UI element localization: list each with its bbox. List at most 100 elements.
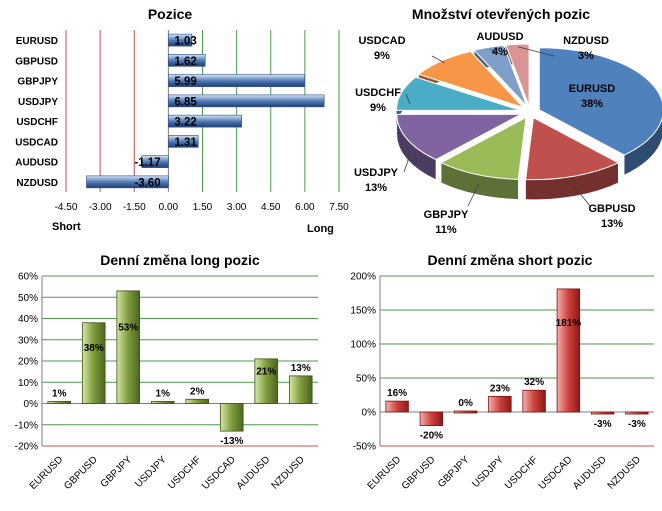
leader-line [517,46,555,57]
category-label: USDJPY [18,97,58,108]
pie-slice [538,47,662,156]
positions-chart-title: Pozice [147,6,193,22]
y-tick-label: 20% [18,357,38,368]
y-tick-label: 30% [18,335,38,346]
data-label: 2% [190,386,205,397]
bar [141,155,169,168]
x-tick-label: EURUSD [28,454,66,492]
bar [385,400,409,413]
data-label: 16% [387,388,407,399]
x-tick-label: -3.00 [89,202,112,213]
open-positions-pie-panel: Množství otevřených pozic EURUSD 38% GBPUS… [340,0,662,240]
x-tick-label: -1.50 [123,202,146,213]
pie-label-value: 3% [578,50,594,62]
x-tick-label: -4.50 [55,202,78,213]
bar [419,411,444,426]
short-change-chart-panel: Denní změna short pozic 200% 150% 100% 50% 0… [332,246,662,506]
value-label: 1.62 [174,56,196,68]
pie-tops [395,43,662,181]
bar [168,74,305,87]
y-tick-label: 100% [350,340,376,351]
leader-line [467,183,480,207]
category-label: USDCHF [16,117,58,128]
y-tick-label: 60% [18,272,38,283]
bar [86,175,169,189]
x-tick-label: AUDUSD [571,454,609,492]
y-tick-label: -50% [353,442,376,453]
positions-chart-svg: EURUSD 1.03 GBPUSD 1.62 GBPJPY 5.99 USDJPY 6.85… [15,30,349,235]
x-tick-label: USDCHF [503,454,540,491]
pie-label-name: GBPJPY [424,209,469,221]
x-tick-label: 4.50 [261,202,281,213]
y-tick-label: -20% [15,442,38,453]
bar [556,288,581,413]
data-label: 0% [458,398,473,409]
data-label: -20% [420,431,443,442]
y-tick-label: 40% [18,314,38,325]
pie-label-name: USDJPY [354,167,399,179]
data-label: 1% [156,388,171,399]
value-label: -1.17 [134,157,160,169]
category-label: USDCAD [15,137,58,148]
short-label: Short [52,221,81,233]
x-tick-label: USDCAD [537,454,575,492]
x-tick-label: GBPJPY [99,454,135,490]
pie-chart-title: Množství otevřených pozic [411,6,591,22]
bar [453,410,478,414]
bar [168,114,242,128]
pie-slice [396,113,522,161]
x-tick-label: USDCHF [166,454,203,491]
leader-line [431,55,445,64]
bar [168,54,206,67]
pie-label-value: 11% [435,224,457,236]
value-label: 1.31 [174,137,197,149]
data-label: 21% [256,366,276,377]
x-tick-label: GBPUSD [400,454,438,492]
x-tick-label: GBPJPY [436,454,472,490]
bar [219,403,244,432]
x-tick-label: EURUSD [366,454,404,492]
x-tick-label: NZDUSD [606,454,643,491]
category-label: AUDUSD [15,158,58,169]
pie-label-name: USDCHF [355,87,401,99]
pie-slice [525,116,620,181]
x-tick-label: 7.50 [329,202,349,213]
x-tick-label: USDCAD [200,454,238,492]
data-label: 53% [118,322,138,333]
pie-label-name: GBPUSD [588,203,635,215]
pie-label-value: 38% [581,98,603,110]
value-label: -3.60 [134,177,160,189]
x-tick-label: GBPUSD [62,454,100,492]
leader-line [573,185,591,207]
pie-label-name: EURUSD [569,83,616,95]
category-label: GBPJPY [17,77,58,88]
y-tick-label: 0% [24,399,39,410]
x-tick-label: USDJPY [133,454,169,490]
bar [168,33,193,47]
bar [47,400,72,404]
pie-slice [440,116,527,180]
y-tick-label: 0% [362,408,377,419]
pie-label-value: 4% [492,46,508,58]
value-label: 6.85 [174,96,197,108]
y-tick-label: 50% [18,293,38,304]
pie-label-value: 9% [370,102,386,114]
data-label: 32% [524,377,544,388]
data-label: -3% [628,419,646,430]
data-label: 1% [52,388,67,399]
bar [288,375,313,404]
long-change-chart-panel: Denní změna long pozic 60% 50% 40% 30% 20% 10… [0,246,330,506]
x-tick-label: 1.50 [193,202,213,213]
bar [625,411,649,415]
short-change-chart-svg: 200% 150% 100% 50% 0% -50% 16% EURUSD -20% GBPUSD… [350,272,654,492]
x-tick-label: 6.00 [295,202,315,213]
positions-chart-panel: Pozice EURUSD 1.03 GBPUSD 1.62 GBPJPY 5.99 USD… [0,0,350,240]
pie-label-name: NZDUSD [563,35,609,47]
bar [150,400,175,404]
value-label: 5.99 [174,76,196,88]
pie-label-value: 9% [374,50,390,62]
leader-line [405,93,411,105]
category-label: EURUSD [16,36,58,47]
value-label: 3.22 [174,117,196,129]
value-label: 1.03 [174,36,196,48]
